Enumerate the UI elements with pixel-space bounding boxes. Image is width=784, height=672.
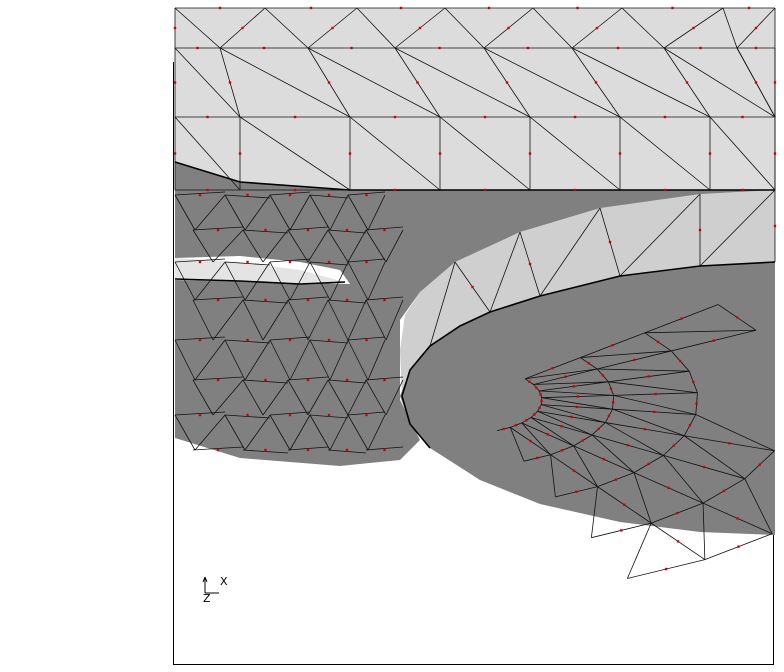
upper-light-surface	[175, 8, 775, 190]
light-slit	[175, 258, 345, 284]
left-dark-band	[175, 162, 775, 466]
mesh-nodes	[173, 6, 777, 571]
axis-x-label: X	[220, 575, 228, 588]
funnel-light-surface	[400, 190, 775, 396]
axis-z-label: Z	[203, 592, 211, 605]
boundary-curves	[174, 161, 776, 449]
axis-triad: X Z	[202, 575, 228, 605]
lower-right-dark-surface	[400, 262, 775, 535]
axis-triad-lines	[202, 576, 219, 594]
